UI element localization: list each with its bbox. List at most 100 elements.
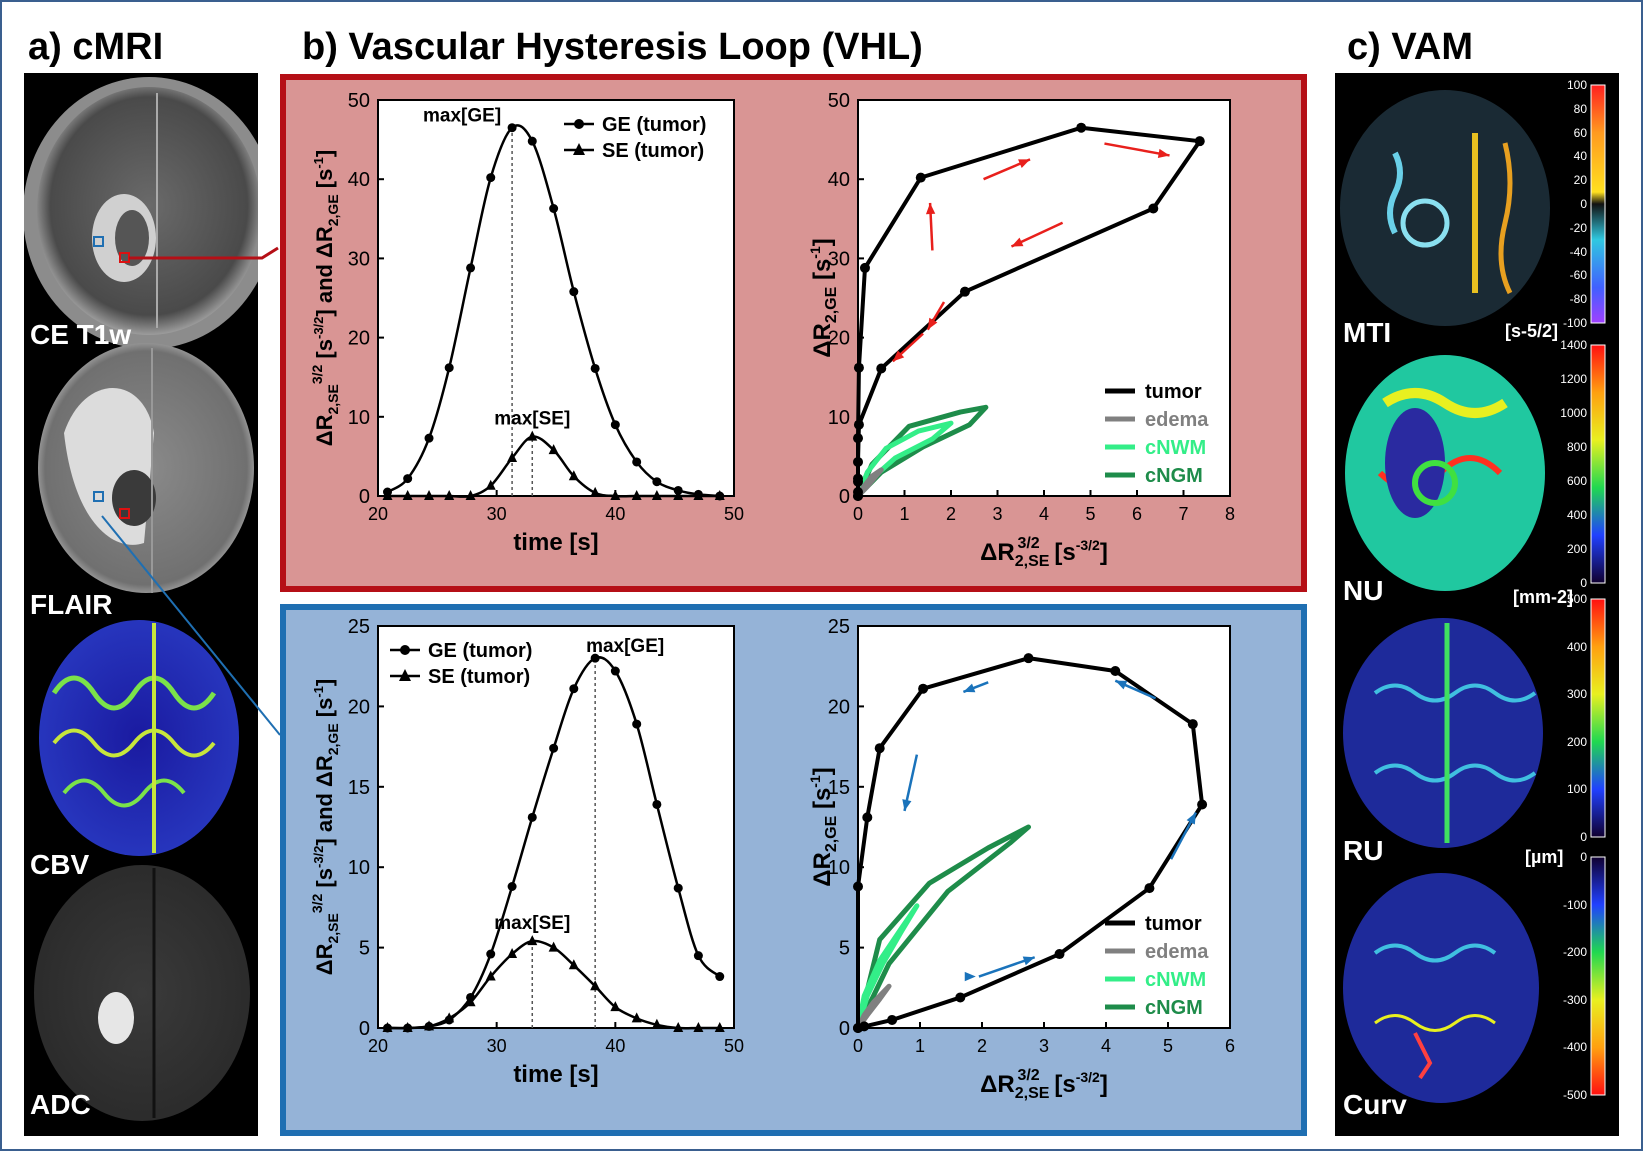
direction-arrowhead [1115,680,1128,690]
data-point-se [568,959,579,970]
label-part: ] [1100,1071,1108,1098]
label-part: ] and ΔR [312,755,337,845]
cbv-image [39,620,239,856]
loop-point-tumor [1076,122,1087,133]
label-ce-t1w: CE T1w [30,319,132,350]
direction-arrowhead [964,971,976,982]
direction-arrowhead [1011,237,1024,247]
label-part: [s [312,169,337,195]
colorbar-tick: 0 [1580,197,1587,211]
label-part: 2,GE [823,286,840,323]
legend-label: cNGM [1145,997,1203,1019]
unit-mti: [s-5/2] [1505,321,1559,341]
plot-area [377,99,735,497]
loop-point-tumor [853,456,863,467]
loop-point-tumor [1054,949,1065,960]
data-point-se [382,1022,393,1032]
label-part: ] [1100,539,1108,566]
direction-arrowhead [963,683,976,693]
label-part: 2,SE [325,913,341,943]
label-flair: FLAIR [30,589,113,620]
data-point-se [444,1012,455,1023]
legend-label: tumor [1145,381,1202,403]
label-part: ] [312,150,337,157]
colorbar-curv [1590,856,1606,1096]
y-tick-label: 50 [348,90,370,112]
data-point-se [714,1022,725,1032]
title-cmri: a) cMRI [28,26,164,68]
loop-point-tumor [853,433,863,444]
y-tick-label: 5 [839,938,850,960]
loop-point-tumor [853,476,863,487]
data-point-ge [549,743,559,753]
y-tick-label: 50 [828,90,850,112]
data-point-ge [693,951,703,961]
label-part: [s [312,868,337,894]
loop-point-tumor [1148,203,1159,214]
y-tick-label: 40 [828,169,850,191]
y-tick-label: 20 [348,328,370,350]
colorbar-tick: -300 [1562,992,1587,1007]
colorbar-tick: -60 [1569,268,1587,283]
y-tick-label: 40 [348,169,370,191]
legend-label: SE (tumor) [602,140,704,162]
x-tick-label: 1 [899,504,909,524]
x-tick-label: 0 [853,1036,863,1056]
label-part: ] [809,238,836,246]
label-part: [s [809,259,836,287]
loop-point-tumor [1144,883,1155,894]
x-tick-label: 4 [1101,1036,1111,1056]
label-part: [s [1048,1071,1076,1098]
x-tick-label: 20 [368,1036,388,1056]
loop-cNWM [855,903,920,1029]
y-tick-label: 15 [348,777,370,799]
x-tick-label: 40 [605,504,625,524]
label-part: ΔR [980,1071,1015,1098]
label-part: ΔR [312,943,337,975]
label-part: ] and ΔR [312,226,337,316]
x-axis-label: time [s] [513,529,598,556]
data-point-ge [569,287,579,297]
label-part: ΔR [809,323,836,358]
label-part: 2,GE [823,815,840,852]
y-tick-label: 30 [348,248,370,270]
legend-marker-circle [574,119,584,129]
mti-map [1340,90,1550,326]
label-adc: ADC [30,1089,91,1120]
y-tick-label: 0 [359,1018,370,1040]
loop-point-tumor [859,262,870,273]
loop-point-tumor [853,881,863,892]
label-part: 2,SE [1015,1085,1050,1102]
direction-arrowhead [892,350,905,362]
y-tick-label: 5 [359,938,370,960]
data-point-ge [652,477,662,487]
y-tick-label: 0 [839,1018,850,1040]
data-point-se [382,490,393,500]
plot-area [377,625,735,1029]
label-part: 2,SE [325,384,341,414]
y-tick-label: 20 [348,696,370,718]
data-point-ge [466,263,476,273]
data-point-ge [403,474,413,484]
data-point-se [485,479,496,490]
legend-label: SE (tumor) [428,666,530,688]
label-part: [s [1048,539,1076,566]
data-point-ge [527,812,537,822]
colorbar-tick: 1200 [1560,372,1587,386]
colorbar-tick: 0 [1580,830,1587,844]
data-point-se [590,980,601,991]
legend-label: GE (tumor) [428,640,532,662]
x-tick-label: 8 [1225,504,1235,524]
data-point-ge [610,666,620,676]
loop-point-tumor [887,1014,898,1025]
data-point-ge [486,949,496,959]
loop-cNGM [855,824,1031,1030]
data-point-ge [549,204,559,214]
label-part: -3/2 [1076,537,1100,553]
annotation-max-ge: max[GE] [423,106,501,127]
colorbar-mti [1590,84,1606,324]
data-point-ge [444,363,454,373]
x-axis-label: ΔR2,SE3/2 [s-3/2] [980,1067,1108,1102]
y-tick-label: 15 [828,777,850,799]
x-tick-label: 6 [1132,504,1142,524]
